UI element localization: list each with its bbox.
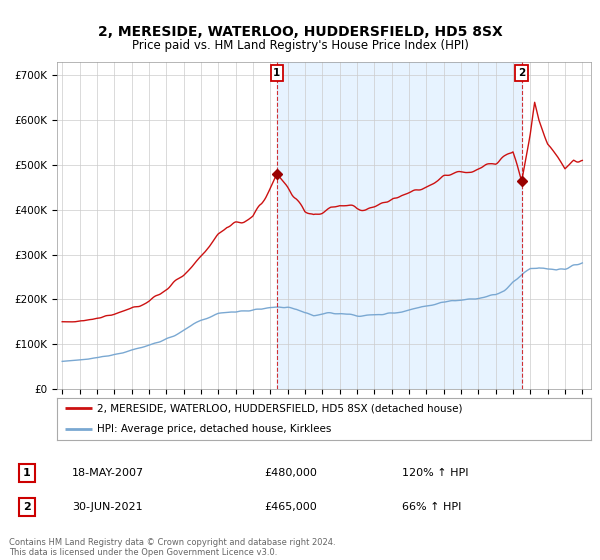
Text: 30-JUN-2021: 30-JUN-2021 (72, 502, 143, 512)
Text: 2, MERESIDE, WATERLOO, HUDDERSFIELD, HD5 8SX (detached house): 2, MERESIDE, WATERLOO, HUDDERSFIELD, HD5… (97, 403, 463, 413)
Text: 66% ↑ HPI: 66% ↑ HPI (402, 502, 461, 512)
Bar (277, 62, 521, 389)
Text: 1: 1 (273, 68, 280, 78)
Text: 1: 1 (23, 468, 31, 478)
Text: £480,000: £480,000 (264, 468, 317, 478)
Text: 2: 2 (518, 68, 525, 78)
Text: Price paid vs. HM Land Registry's House Price Index (HPI): Price paid vs. HM Land Registry's House … (131, 39, 469, 52)
Text: HPI: Average price, detached house, Kirklees: HPI: Average price, detached house, Kirk… (97, 424, 331, 434)
Text: 2: 2 (23, 502, 31, 512)
Text: Contains HM Land Registry data © Crown copyright and database right 2024.
This d: Contains HM Land Registry data © Crown c… (9, 538, 335, 557)
Text: £465,000: £465,000 (264, 502, 317, 512)
Text: 2, MERESIDE, WATERLOO, HUDDERSFIELD, HD5 8SX: 2, MERESIDE, WATERLOO, HUDDERSFIELD, HD5… (98, 25, 502, 39)
Text: 120% ↑ HPI: 120% ↑ HPI (402, 468, 469, 478)
Text: 18-MAY-2007: 18-MAY-2007 (72, 468, 144, 478)
